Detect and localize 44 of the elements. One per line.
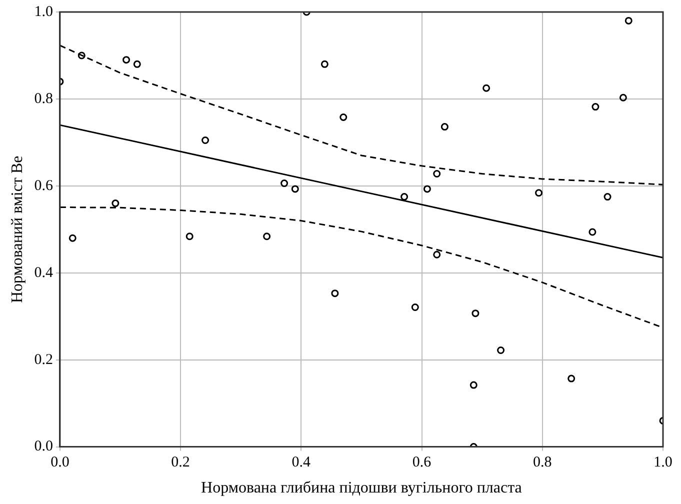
x-axis-title: Нормована глибина підошви вугільного пласта [201,480,522,497]
y-tick-label: 0.4 [34,264,54,281]
point [400,193,408,201]
point [588,228,596,236]
x-tick-label: 0.8 [533,454,552,471]
point [340,113,348,121]
point [433,170,441,178]
point [423,185,431,193]
point [331,290,339,298]
y-tick-label: 0.8 [34,90,53,107]
point [472,310,480,318]
point [78,52,86,60]
point [112,200,120,208]
x-tick-label: 0.2 [171,454,190,471]
point [433,250,441,258]
x-tick-label: 0.0 [50,454,70,471]
point [291,185,299,193]
point [497,346,505,354]
point [68,234,76,242]
point [604,193,612,201]
x-tick-label: 0.6 [412,454,432,471]
point [619,94,627,102]
point [186,232,194,240]
point [470,381,478,389]
y-axis-title: Нормований вміст Be [8,156,26,304]
point [320,60,328,68]
point [568,374,576,382]
point [122,56,130,64]
x-tick-label: 1.0 [654,454,672,471]
point [624,16,632,24]
point [202,136,210,144]
y-tick-label: 1.0 [34,4,53,20]
point [263,232,271,240]
y-tick-label: 0.2 [34,352,53,368]
y-tick-label: 0.6 [34,178,54,194]
point [535,189,543,197]
point [482,84,490,92]
point [440,123,448,131]
point [280,180,288,188]
x-tick-label: 0.4 [292,454,312,471]
point [133,60,141,68]
y-tick-label: 0.0 [34,438,53,455]
point [411,303,419,311]
point [592,103,600,111]
